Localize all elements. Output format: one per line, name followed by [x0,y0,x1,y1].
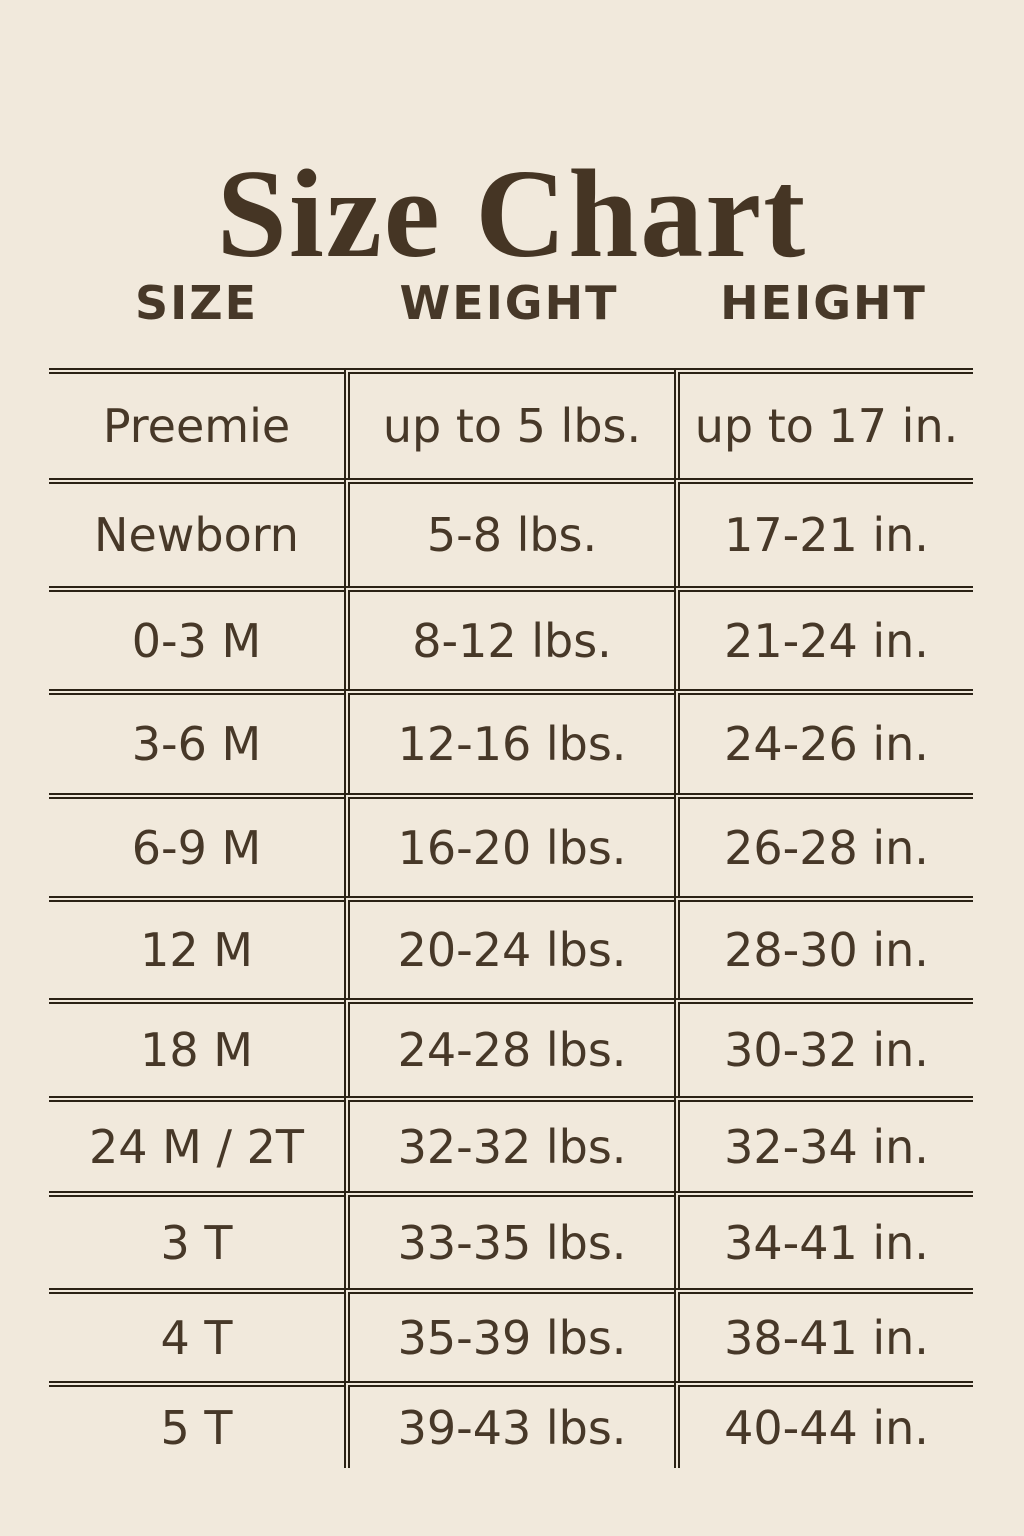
table-cell: 33-35 lbs. [344,1191,674,1288]
table-cell: 12 M [49,896,344,998]
column-header-size: SIZE [134,276,259,330]
table-cell: 21-24 in. [674,586,973,689]
table-cell: 39-43 lbs. [344,1381,674,1468]
table-cell: 16-20 lbs. [344,793,674,896]
table-cell: 6-9 M [49,793,344,896]
table-header-row: SIZE WEIGHT HEIGHT [49,276,973,330]
table-cell: Preemie [49,368,344,478]
table-cell: 30-32 in. [674,998,973,1096]
column-header-height: HEIGHT [720,276,927,330]
table-cell: 5 T [49,1381,344,1468]
page-title: Size Chart [216,145,808,285]
table-cell: 18 M [49,998,344,1096]
table-cell: 24-28 lbs. [344,998,674,1096]
table-cell: 0-3 M [49,586,344,689]
table-cell: 28-30 in. [674,896,973,998]
table-cell: 32-32 lbs. [344,1096,674,1191]
table-cell: 12-16 lbs. [344,689,674,793]
column-header-weight: WEIGHT [399,276,619,330]
table-cell: 5-8 lbs. [344,478,674,586]
table-cell: 3 T [49,1191,344,1288]
table-cell: up to 5 lbs. [344,368,674,478]
table-cell: 34-41 in. [674,1191,973,1288]
table-cell: 26-28 in. [674,793,973,896]
table-cell: 3-6 M [49,689,344,793]
table-cell: 35-39 lbs. [344,1288,674,1381]
table-cell: Newborn [49,478,344,586]
table-cell: 24 M / 2T [49,1096,344,1191]
table-cell: up to 17 in. [674,368,973,478]
table-cell: 17-21 in. [674,478,973,586]
size-chart-table: Preemie up to 5 lbs. up to 17 in. Newbor… [49,368,973,1468]
table-cell: 4 T [49,1288,344,1381]
table-cell: 40-44 in. [674,1381,973,1468]
table-cell: 38-41 in. [674,1288,973,1381]
table-cell: 24-26 in. [674,689,973,793]
table-cell: 8-12 lbs. [344,586,674,689]
table-cell: 20-24 lbs. [344,896,674,998]
table-cell: 32-34 in. [674,1096,973,1191]
